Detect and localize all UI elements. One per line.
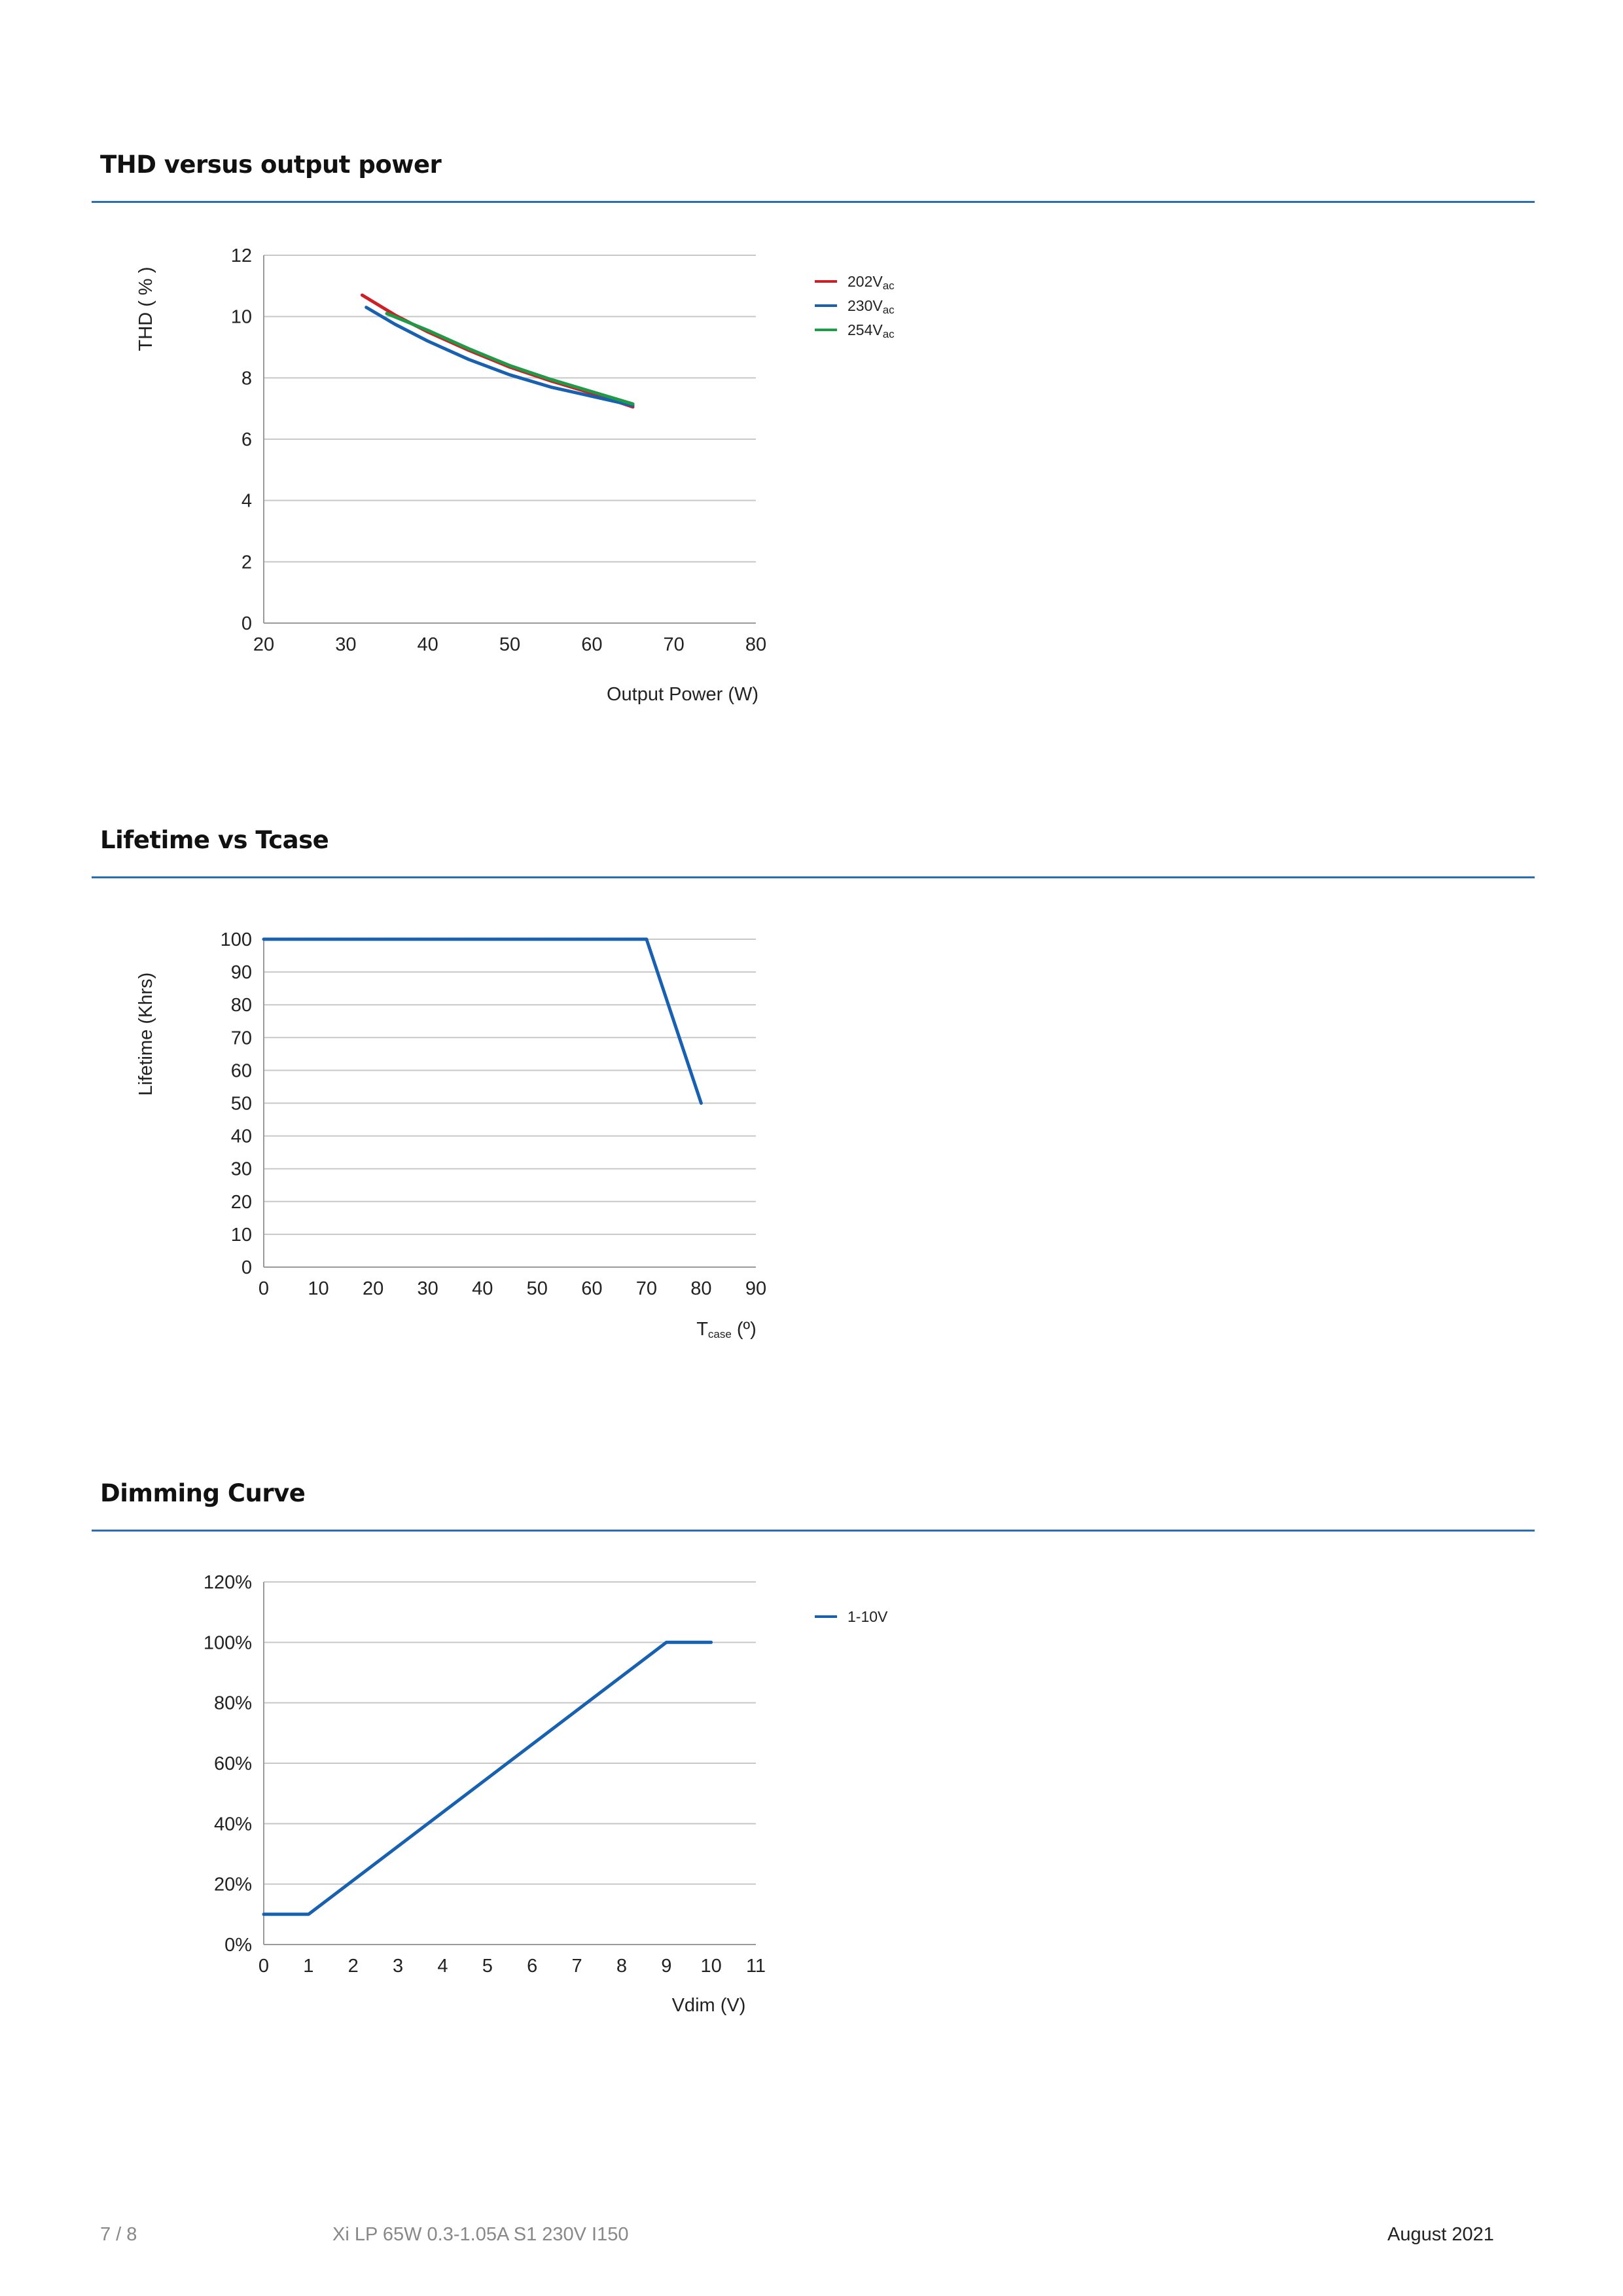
legend-label: 230Vac: [847, 297, 895, 316]
x-tick-label: 9: [661, 1956, 671, 1977]
x-tick-label: 5: [482, 1956, 493, 1977]
y-tick-label: 2: [241, 552, 252, 573]
x-tick-label: 3: [393, 1956, 403, 1977]
x-axis-label: Vdim (V): [672, 1995, 746, 2016]
x-tick-label: 7: [571, 1956, 582, 1977]
x-tick-label: 50: [499, 634, 520, 655]
x-tick-label: 70: [636, 1278, 657, 1299]
y-tick-label: 8: [241, 368, 252, 389]
section-title-lifetime: Lifetime vs Tcase: [100, 826, 329, 854]
dimming-chart: 0% 20% 40% 60% 80% 100% 120% 0 1 2 3 4 5 6 7 8 9 10 11Vdim…: [204, 1572, 888, 2016]
y-tick-label: 0%: [224, 1935, 252, 1956]
legend-label-text: 1-10V: [847, 1608, 888, 1625]
y-tick-label: 60%: [214, 1753, 252, 1774]
x-tick-label: 60: [581, 1278, 602, 1299]
y-tick-label: 90: [231, 962, 252, 983]
product-name: Xi LP 65W 0.3-1.05A S1 230V I150: [332, 2224, 629, 2245]
legend-label-text: 202V: [847, 273, 883, 290]
x-tick-label: 80: [690, 1278, 711, 1299]
y-axis-label: THD ( % ): [135, 267, 156, 351]
x-tick-label: 8: [616, 1956, 627, 1977]
y-axis-label: Lifetime (Khrs): [135, 973, 156, 1096]
x-tick-label: 6: [527, 1956, 537, 1977]
x-tick-label: 40: [418, 634, 438, 655]
y-tick-label: 12: [231, 245, 252, 266]
x-axis-label-suffix: (º): [732, 1319, 757, 1340]
section-title-dimming: Dimming Curve: [100, 1479, 306, 1507]
y-tick-label: 50: [231, 1094, 252, 1115]
x-axis-label: Output Power (W): [607, 684, 758, 705]
legend-label-sub: ac: [883, 304, 895, 316]
legend-label: 254Vac: [847, 321, 895, 340]
x-axis-label: Tcase (º): [696, 1319, 757, 1340]
x-axis-label-text: T: [696, 1319, 708, 1340]
legend-label: 202Vac: [847, 273, 895, 292]
series-line: [385, 312, 635, 406]
x-tick-label: 30: [418, 1278, 438, 1299]
legend-label-text: 254V: [847, 321, 883, 338]
y-tick-label: 10: [231, 307, 252, 328]
y-tick-label: 0: [241, 1257, 252, 1278]
legend-label: 1-10V: [847, 1608, 888, 1625]
x-axis-label-text: Vdim (V): [672, 1995, 746, 2016]
x-tick-label: 30: [335, 634, 356, 655]
y-tick-label: 40%: [214, 1814, 252, 1835]
y-tick-label: 120%: [204, 1572, 252, 1593]
x-tick-label: 40: [472, 1278, 493, 1299]
x-tick-label: 4: [437, 1956, 448, 1977]
series-line: [262, 937, 703, 1105]
y-tick-label: 10: [231, 1225, 252, 1246]
x-tick-label: 1: [303, 1956, 313, 1977]
y-tick-label: 6: [241, 429, 252, 450]
x-tick-label: 50: [527, 1278, 548, 1299]
y-tick-label: 60: [231, 1060, 252, 1081]
section-title-thd: THD versus output power: [100, 151, 442, 179]
y-tick-label: 20: [231, 1192, 252, 1213]
x-tick-label: 2: [348, 1956, 359, 1977]
series-line: [365, 306, 635, 407]
legend-label-sub: ac: [883, 328, 895, 340]
lifetime-chart: 0 10 20 30 40 50 60 70 80 90 100 0 10 20 30 40 50 60 70 80 9…: [135, 929, 766, 1340]
y-tick-label: 20%: [214, 1874, 252, 1895]
section-rule: [92, 1530, 1535, 1532]
x-axis-label-text: Output Power (W): [607, 684, 758, 705]
x-tick-label: 20: [253, 634, 274, 655]
y-tick-label: 80%: [214, 1693, 252, 1714]
x-tick-label: 60: [581, 634, 602, 655]
y-tick-label: 100%: [204, 1632, 252, 1653]
x-axis-label-sub: case: [708, 1328, 732, 1340]
section-rule: [92, 201, 1535, 203]
x-tick-label: 0: [259, 1278, 269, 1299]
thd-chart: 0 2 4 6 8 10 12 20 30 40 50 60 70 80 Output Power (W) T…: [135, 245, 895, 705]
legend-label-sub: ac: [883, 279, 895, 292]
y-tick-label: 40: [231, 1126, 252, 1147]
x-tick-label: 20: [363, 1278, 383, 1299]
x-tick-label: 10: [308, 1278, 329, 1299]
section-rule: [92, 876, 1535, 878]
x-tick-label: 90: [745, 1278, 766, 1299]
x-tick-label: 11: [746, 1956, 766, 1977]
x-tick-label: 10: [701, 1956, 722, 1977]
document-date: August 2021: [1387, 2224, 1494, 2245]
x-tick-label: 0: [259, 1956, 269, 1977]
y-tick-label: 30: [231, 1159, 252, 1180]
legend-label-text: 230V: [847, 297, 883, 314]
y-tick-label: 80: [231, 995, 252, 1016]
y-tick-label: 4: [241, 491, 252, 512]
page-number: 7 / 8: [100, 2224, 137, 2245]
y-tick-label: 100: [221, 929, 252, 950]
series-line: [262, 1640, 713, 1916]
y-tick-label: 0: [241, 613, 252, 634]
x-tick-label: 70: [664, 634, 685, 655]
y-tick-label: 70: [231, 1028, 252, 1049]
x-tick-label: 80: [745, 634, 766, 655]
